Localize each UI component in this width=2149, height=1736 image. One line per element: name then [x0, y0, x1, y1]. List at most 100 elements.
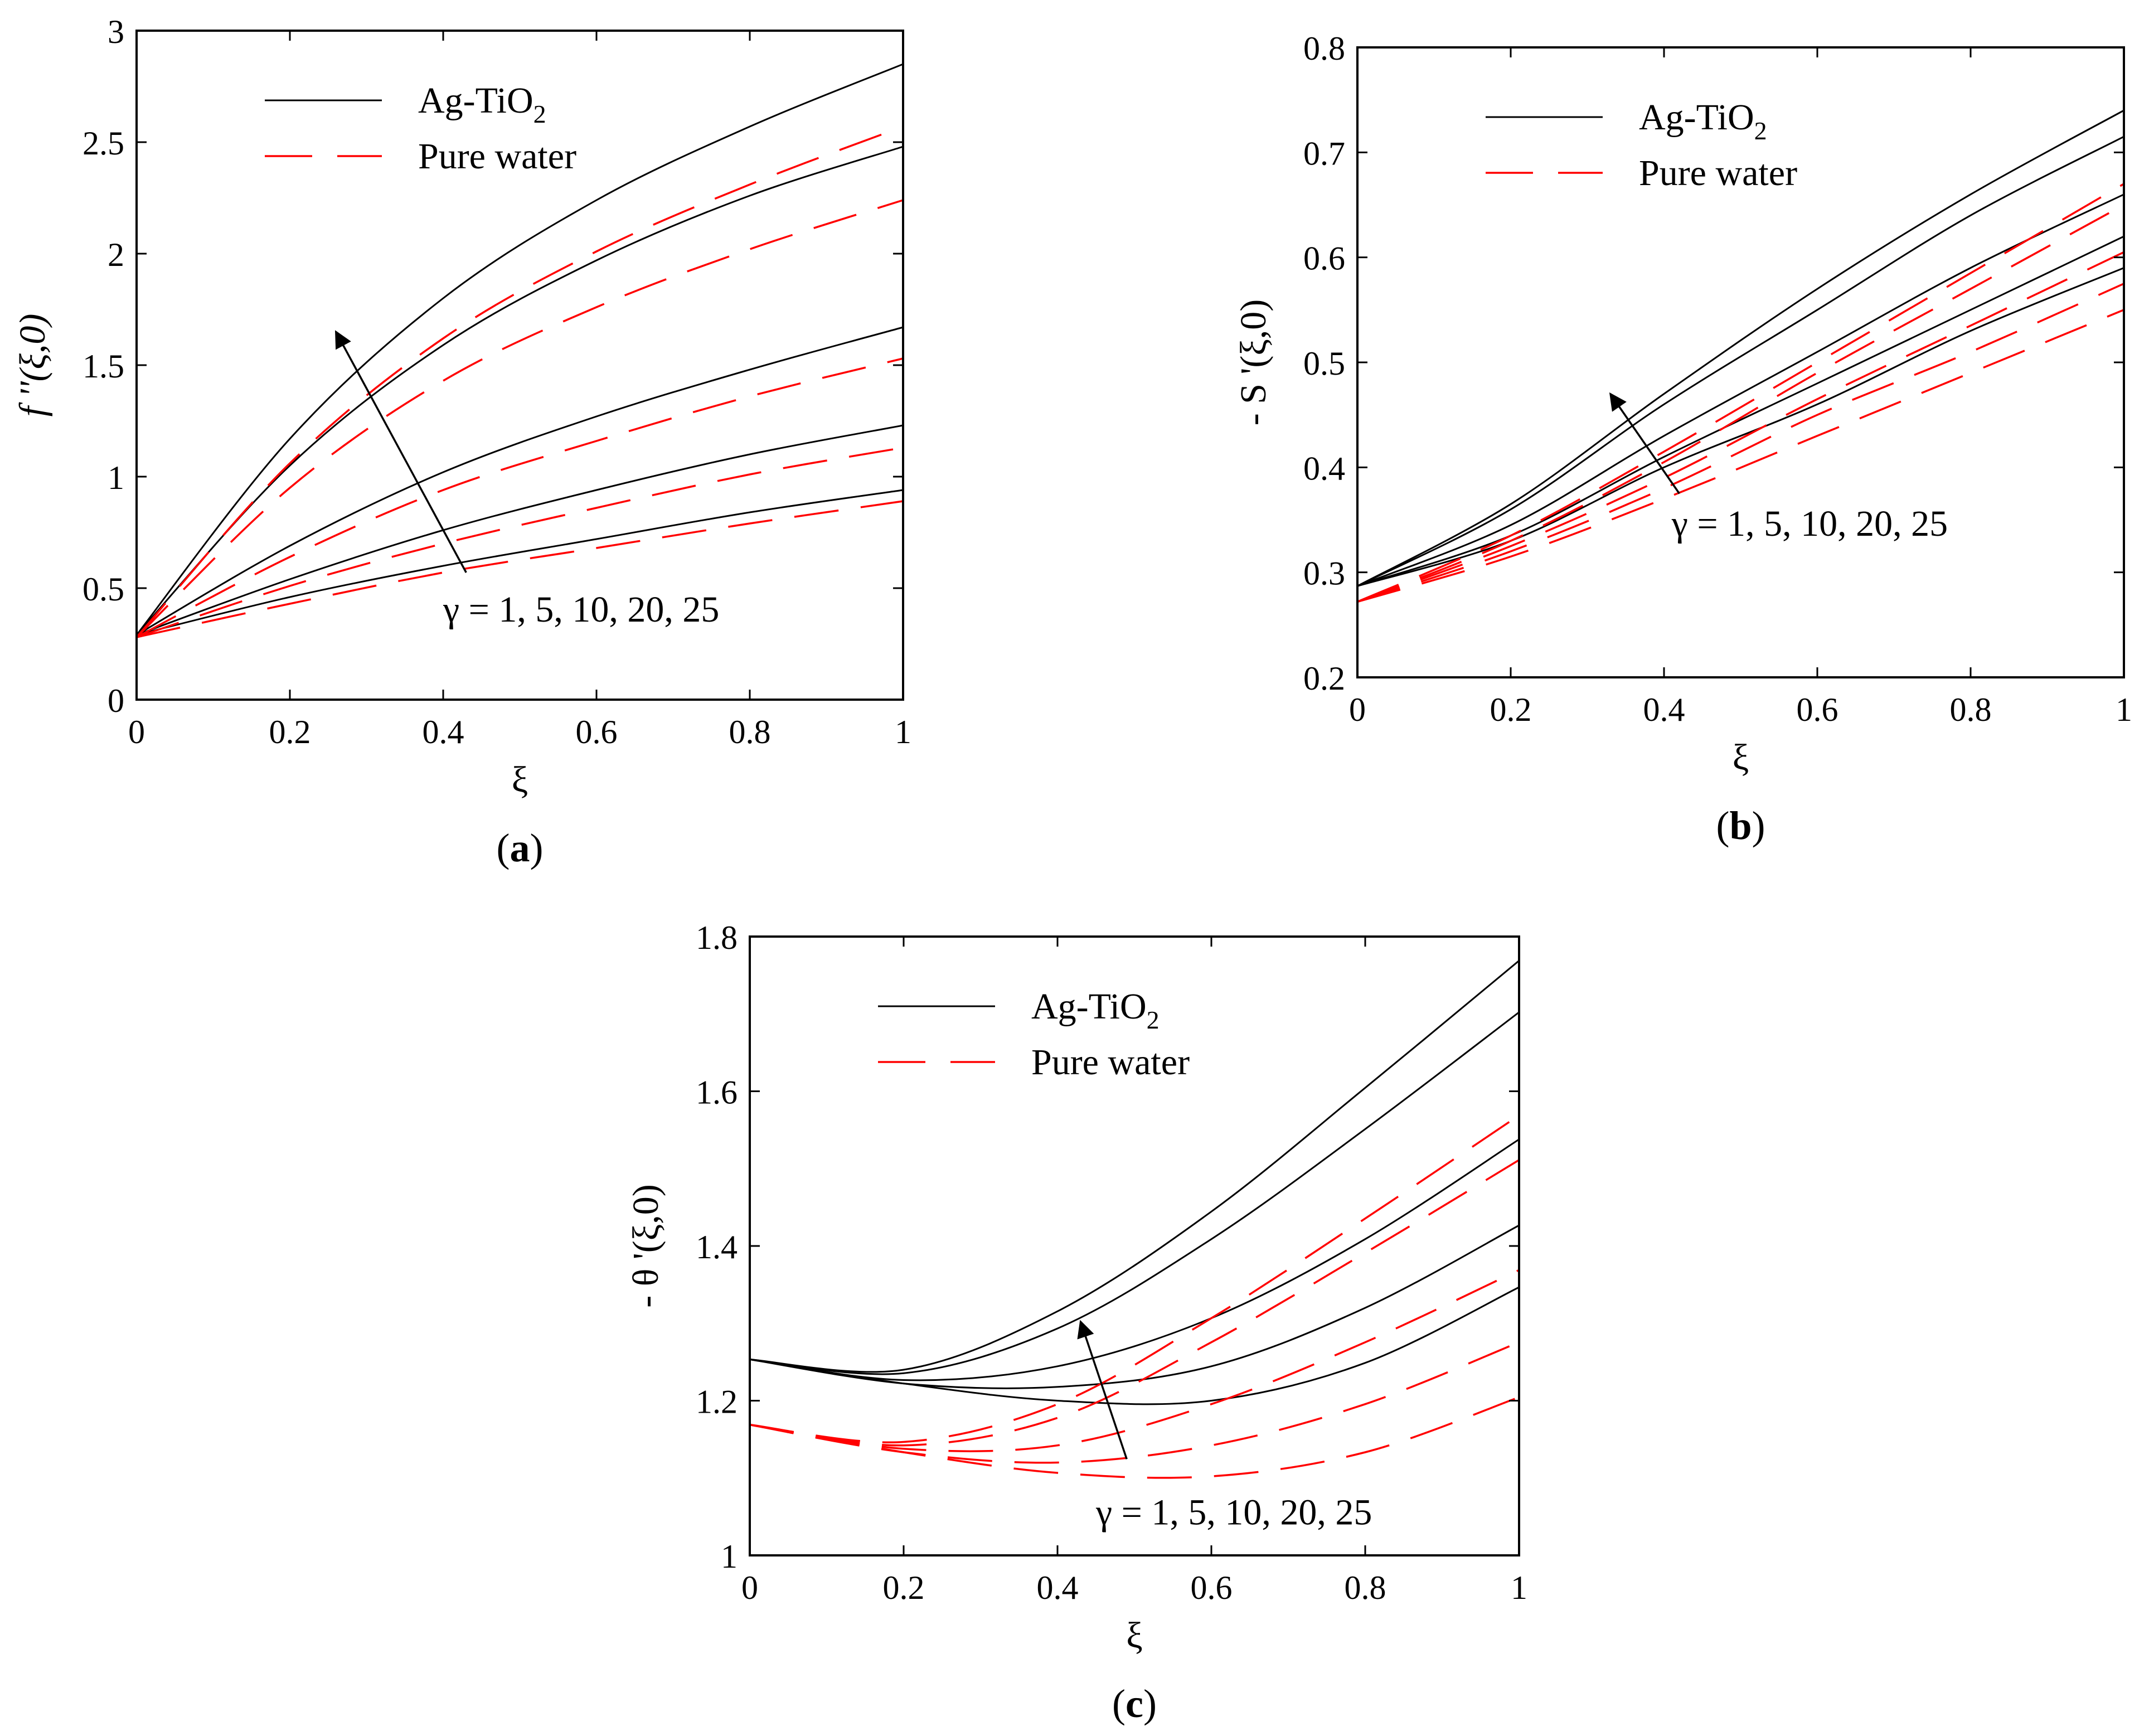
x-tick-label: 0.4	[423, 714, 464, 750]
x-axis-label: ξ	[1733, 737, 1749, 778]
x-tick-label: 0.6	[1797, 691, 1838, 728]
pure-water-curve-6	[749, 1341, 1520, 1464]
legend-label-ag-tio2: Ag-TiO2	[418, 80, 546, 128]
x-axis-label: ξ	[1126, 1615, 1142, 1656]
gamma-annotation: γ = 1, 5, 10, 20, 25	[1095, 1492, 1372, 1533]
y-tick-label: 0.7	[1303, 135, 1345, 172]
gamma-arrow	[1609, 392, 1680, 494]
pure-water-curve-7	[136, 357, 904, 638]
y-tick-label: 0.8	[1303, 30, 1345, 67]
y-tick-label: 2.5	[83, 125, 124, 162]
gamma-annotation: γ = 1, 5, 10, 20, 25	[443, 589, 719, 630]
gamma-arrow	[334, 330, 467, 573]
ag-tio2-curve-3	[135, 146, 904, 636]
legend-label-subscript: 2	[533, 100, 546, 128]
y-tick-label: 3	[108, 13, 124, 50]
panel-a: 0 0.2 0.4 0.6 0.8 1 0 0.5 1 1.5 2 2.5 3 ξ f ''(ξ,0) (a)…	[12, 13, 911, 870]
ag-tio2-curve-2	[749, 1138, 1520, 1381]
ag-tio2-curve-3	[749, 1011, 1520, 1375]
panel-c: 0 0.2 0.4 0.6 0.8 1 1 1.2 1.4 1.6 1.8 ξ - θ '(ξ,0) (c…	[625, 919, 1527, 1726]
x-tick-label: 0.4	[1643, 691, 1685, 728]
y-tick-label: 2	[108, 236, 124, 273]
caption-open: (	[497, 826, 510, 870]
x-tick-label: 0	[1349, 691, 1366, 728]
legend: Ag-TiO2 Pure water	[265, 80, 576, 177]
y-tick-label: 0.6	[1303, 240, 1345, 277]
panel-b: 0 0.2 0.4 0.6 0.8 10.20.30.40.50.60.70.8ξ- S …	[1233, 30, 2132, 848]
legend-label-subscript: 2	[1754, 117, 1767, 145]
x-tick-label: 0.6	[1191, 1569, 1233, 1606]
x-tick-label: 0.6	[576, 714, 618, 750]
legend-label-main: Ag-TiO	[418, 80, 533, 121]
x-tick-label: 0.2	[269, 714, 311, 750]
series-group	[135, 63, 904, 638]
y-tick-label: 0.5	[83, 571, 124, 608]
pure-water-curve-6	[1357, 283, 2124, 603]
y-axis-label: - S '(ξ,0)	[1233, 299, 1274, 425]
panel-caption: (a)	[497, 826, 544, 870]
ag-tio2-curve-0	[136, 489, 904, 636]
caption-close: )	[1143, 1681, 1157, 1726]
x-tick-label: 1	[1511, 1569, 1527, 1606]
caption-open: (	[1112, 1681, 1126, 1726]
pure-water-curve-9	[749, 1114, 1520, 1443]
legend-label-ag-tio2: Ag-TiO2	[1031, 986, 1160, 1034]
ag-tio2-curve-1	[749, 1224, 1520, 1389]
legend-label-pure-water: Pure water	[1639, 153, 1797, 193]
x-tick-label: 1	[895, 714, 911, 750]
caption-open: (	[1716, 803, 1729, 848]
legend: Ag-TiO2 Pure water	[1486, 97, 1797, 193]
panel-caption: (b)	[1716, 803, 1765, 848]
legend-label-subscript: 2	[1147, 1006, 1160, 1034]
ag-tio2-curve-0	[1357, 267, 2124, 587]
plot-frame	[749, 935, 1520, 1556]
y-tick-label: 1.6	[696, 1074, 738, 1111]
ag-tio2-curve-1	[136, 424, 904, 636]
pure-water-curve-7	[749, 1269, 1520, 1452]
pure-water-curve-7	[1357, 251, 2124, 603]
pure-water-curve-9	[1357, 183, 2124, 603]
y-tick-label: 0	[108, 682, 124, 719]
y-tick-label: 0.4	[1303, 450, 1345, 487]
caption-letter: a	[510, 826, 530, 870]
caption-letter: c	[1126, 1681, 1143, 1726]
ag-tio2-curve-4	[749, 960, 1520, 1373]
pure-water-curve-5	[136, 500, 904, 638]
ag-tio2-curve-4	[135, 63, 904, 636]
x-tick-label: 0.2	[1490, 691, 1532, 728]
gamma-annotation: γ = 1, 5, 10, 20, 25	[1671, 503, 1948, 544]
x-tick-label: 0.2	[883, 1569, 925, 1606]
x-tick-label: 1	[2116, 691, 2132, 728]
x-tick-label: 0	[741, 1569, 758, 1606]
ag-tio2-curve-1	[1357, 235, 2124, 587]
y-tick-label: 1.2	[696, 1384, 738, 1420]
x-tick-label: 0.4	[1037, 1569, 1079, 1606]
y-axis-label: f ''(ξ,0)	[12, 314, 53, 417]
pure-water-curve-8	[1357, 203, 2124, 603]
x-tick-label: 0.8	[729, 714, 771, 750]
legend-label-main: Ag-TiO	[1031, 986, 1147, 1027]
pure-water-curve-9	[135, 125, 904, 638]
caption-close: )	[1752, 803, 1765, 848]
y-axis-label: - θ '(ξ,0)	[625, 1184, 666, 1307]
series-group	[1357, 109, 2124, 603]
x-axis-label: ξ	[512, 759, 528, 800]
ag-tio2-curve-4	[1357, 109, 2124, 587]
x-tick-label: 0	[128, 714, 145, 750]
legend-label-ag-tio2: Ag-TiO2	[1639, 97, 1767, 145]
series-group	[749, 960, 1520, 1479]
y-tick-label: 0.2	[1303, 660, 1345, 697]
pure-water-curve-8	[749, 1159, 1520, 1447]
x-tick-label: 0.8	[1345, 1569, 1386, 1606]
pure-water-curve-5	[1357, 309, 2124, 603]
ag-tio2-curve-3	[1357, 135, 2124, 587]
pure-water-curve-8	[135, 199, 904, 638]
ag-tio2-curve-2	[136, 326, 904, 636]
plot-frame	[1356, 46, 2125, 678]
y-tick-label: 1.4	[696, 1229, 738, 1265]
y-tick-label: 1.8	[696, 919, 738, 956]
y-tick-label: 0.3	[1303, 555, 1345, 592]
y-tick-label: 1	[721, 1538, 738, 1575]
x-tick-label: 0.8	[1950, 691, 1992, 728]
